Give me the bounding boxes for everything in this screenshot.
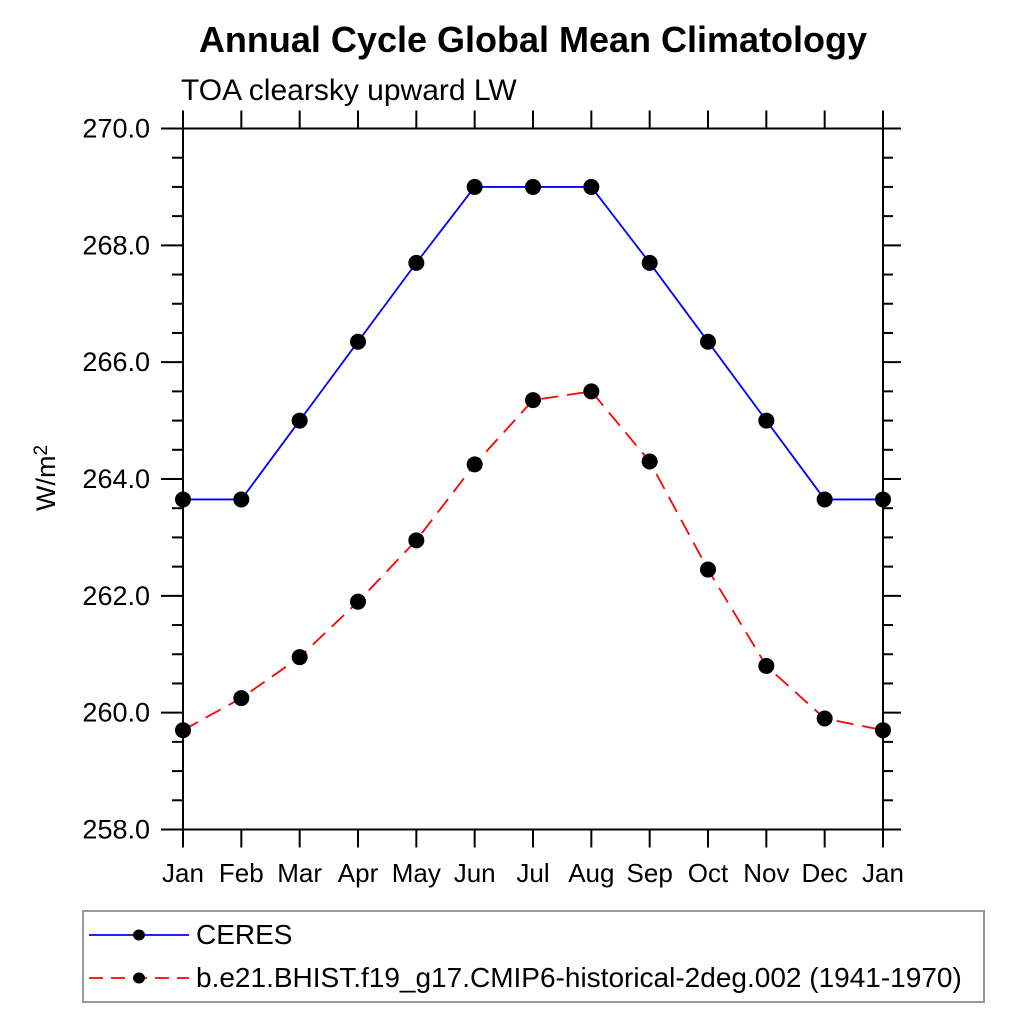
legend-box: CERES b.e21.BHIST.f19_g17.CMIP6-historic… [82, 910, 985, 1003]
data-point-series-0 [525, 178, 541, 195]
x-tick-label: May [392, 858, 441, 888]
data-point-series-1 [175, 722, 191, 739]
data-point-series-1 [583, 383, 600, 400]
data-point-series-0 [350, 333, 366, 350]
x-tick-label: Oct [688, 858, 729, 888]
y-tick-label: 260.0 [82, 698, 150, 728]
data-point-series-1 [875, 722, 891, 739]
x-tick-label: Jun [454, 858, 496, 888]
y-tick-label: 266.0 [82, 347, 150, 377]
data-point-series-0 [816, 491, 833, 508]
data-point-series-1 [466, 456, 483, 473]
data-point-series-0 [466, 178, 483, 195]
data-point-series-0 [700, 333, 716, 350]
y-tick-label: 270.0 [82, 114, 150, 144]
data-point-series-0 [233, 491, 250, 508]
chart-title: Annual Cycle Global Mean Climatology [198, 19, 868, 60]
legend-label-ceres: CERES [196, 919, 293, 950]
x-tick-label: Apr [338, 858, 379, 888]
x-tick-label: Nov [743, 858, 789, 888]
data-point-series-1 [408, 532, 425, 549]
y-tick-label: 264.0 [82, 464, 150, 494]
data-point-series-1 [233, 690, 250, 707]
y-tick-label: 258.0 [82, 815, 150, 845]
data-point-series-1 [291, 649, 308, 666]
data-point-series-1 [641, 453, 658, 470]
x-tick-label: Jul [516, 858, 549, 888]
data-point-series-0 [875, 491, 891, 508]
legend-marker-dot-icon [133, 972, 145, 984]
data-point-series-1 [700, 561, 716, 578]
data-point-series-1 [758, 657, 775, 674]
data-point-series-0 [175, 491, 191, 508]
legend-sample-ceres-line-icon [89, 929, 189, 941]
y-tick-label: 268.0 [82, 230, 150, 260]
x-tick-label: Dec [802, 858, 848, 888]
data-point-series-1 [350, 593, 366, 610]
x-tick-label: Feb [219, 858, 264, 888]
data-point-series-0 [758, 412, 775, 429]
x-tick-label: Jan [862, 858, 904, 888]
plot-frame [182, 127, 884, 831]
data-point-series-1 [816, 710, 833, 727]
legend-row-model: b.e21.BHIST.f19_g17.CMIP6-historical-2de… [84, 958, 983, 998]
data-point-series-1 [525, 392, 541, 409]
x-tick-label: Sep [627, 858, 673, 888]
x-tick-label: Jan [162, 858, 204, 888]
legend-label-model: b.e21.BHIST.f19_g17.CMIP6-historical-2de… [196, 962, 962, 993]
data-point-series-0 [641, 254, 658, 271]
legend-row-ceres: CERES [84, 915, 983, 955]
y-tick-label: 262.0 [82, 581, 150, 611]
data-point-series-0 [583, 178, 600, 195]
series-line-1 [182, 390, 884, 732]
chart-subtitle: TOA clearsky upward LW [181, 74, 517, 107]
x-tick-label: Aug [568, 858, 614, 888]
data-point-series-0 [291, 412, 308, 429]
legend-sample-model-line-icon [89, 972, 189, 984]
x-tick-label: Mar [277, 858, 322, 888]
legend-marker-dot-icon [133, 929, 145, 941]
series-line-0 [183, 186, 883, 501]
data-point-series-0 [408, 254, 425, 271]
